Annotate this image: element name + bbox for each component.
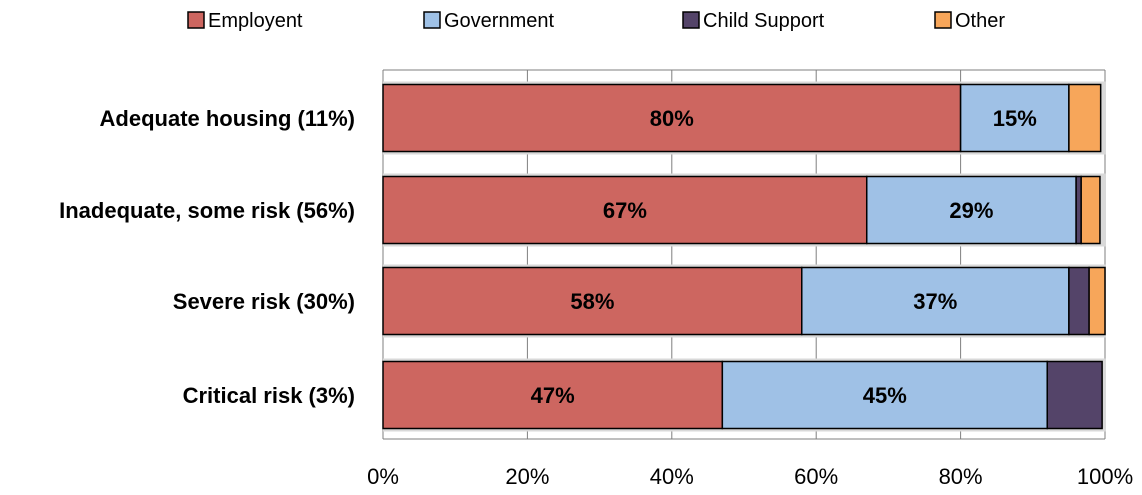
bar-segment-government [721, 360, 1048, 430]
bar-segment-other [1068, 83, 1102, 153]
bars: 80% 15% 67% 29% 58% 37% 47% 45% [382, 83, 1106, 430]
category-labels: Adequate housing (11%) Inadequate, some r… [59, 106, 355, 408]
x-tick-label: 80% [939, 464, 983, 489]
legend-label: Government [444, 10, 554, 32]
bar-segment-child-support [1046, 360, 1103, 430]
legend-label: Other [955, 10, 1005, 32]
legend-label: Employent [208, 10, 303, 32]
category-label: Critical risk (3%) [183, 383, 355, 408]
data-label: 29% [949, 198, 993, 223]
data-label: 45% [863, 383, 907, 408]
bar-segment-government [801, 266, 1070, 336]
category-label: Inadequate, some risk (56%) [59, 198, 355, 223]
legend-swatch [934, 11, 952, 29]
data-label: 47% [531, 383, 575, 408]
x-tick-label: 40% [650, 464, 694, 489]
bar-segment-employent [382, 83, 962, 153]
category-label: Adequate housing (11%) [100, 106, 355, 131]
bar-segment-employent [382, 175, 868, 245]
legend-swatch [423, 11, 441, 29]
x-tick-label: 60% [794, 464, 838, 489]
bar-segment-other [1088, 266, 1106, 336]
data-label: 80% [650, 106, 694, 131]
x-tick-label: 100% [1077, 464, 1133, 489]
legend-swatch [682, 11, 700, 29]
data-label: 58% [570, 289, 614, 314]
legend: Employent Government Child Support Other [187, 10, 1005, 32]
bar-segment-other [1080, 175, 1101, 245]
legend-swatch [187, 11, 205, 29]
x-axis-ticks: 0% 20% 40% 60% 80% 100% [367, 464, 1133, 489]
bar-segment-government [959, 83, 1070, 153]
bar-segment-child-support [1068, 266, 1090, 336]
legend-label: Child Support [703, 10, 825, 32]
category-label: Severe risk (30%) [173, 289, 355, 314]
data-label: 37% [913, 289, 957, 314]
data-label: 15% [993, 106, 1037, 131]
bar-segment-child-support [1075, 175, 1082, 245]
data-label: 67% [603, 198, 647, 223]
x-tick-label: 20% [505, 464, 549, 489]
x-tick-label: 0% [367, 464, 399, 489]
